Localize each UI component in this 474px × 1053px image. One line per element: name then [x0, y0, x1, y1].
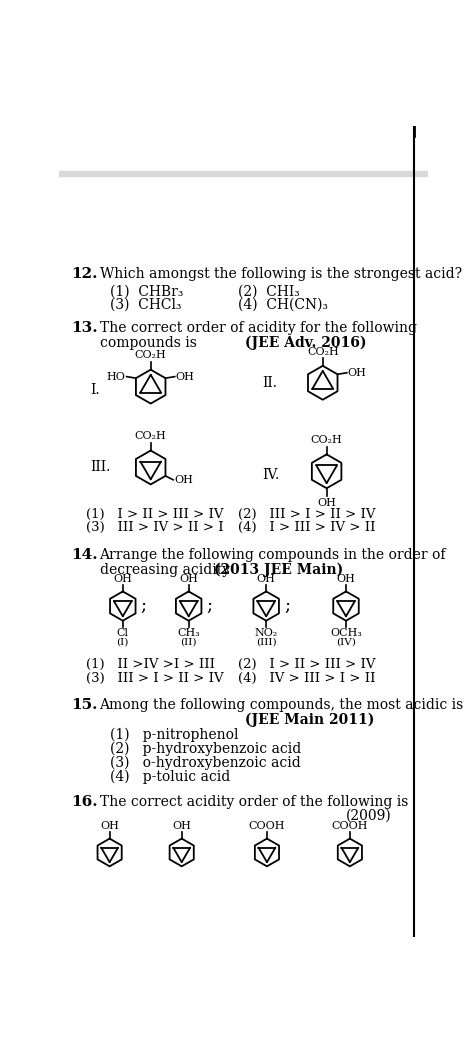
- Text: 16.: 16.: [71, 795, 98, 809]
- Text: (2)  CHI₃: (2) CHI₃: [237, 284, 299, 298]
- Text: I.: I.: [90, 383, 100, 397]
- Text: (3)  CHCl₃: (3) CHCl₃: [109, 298, 181, 312]
- Text: Arrange the following compounds in the order of: Arrange the following compounds in the o…: [100, 549, 446, 562]
- Text: Which amongst the following is the strongest acid?: Which amongst the following is the stron…: [100, 267, 462, 281]
- Text: OH: OH: [179, 574, 198, 583]
- Text: II.: II.: [262, 376, 277, 390]
- Text: (2009): (2009): [346, 809, 392, 822]
- Text: The correct order of acidity for the following: The correct order of acidity for the fol…: [100, 321, 417, 335]
- Text: (IV): (IV): [336, 638, 356, 647]
- Text: CO₂H: CO₂H: [135, 351, 166, 360]
- Text: CO₂H: CO₂H: [135, 432, 166, 441]
- Text: (4)  CH(CN)₃: (4) CH(CN)₃: [237, 298, 328, 312]
- Text: OH: OH: [257, 574, 275, 583]
- Text: HO: HO: [106, 372, 125, 381]
- Text: OH: OH: [172, 821, 191, 831]
- Text: (4)   I > III > IV > II: (4) I > III > IV > II: [237, 521, 375, 534]
- Text: (1)   p-nitrophenol: (1) p-nitrophenol: [109, 728, 238, 742]
- Text: OH: OH: [175, 372, 194, 381]
- Text: IV.: IV.: [262, 469, 280, 482]
- Text: (3)   o-hydroxybenzoic acid: (3) o-hydroxybenzoic acid: [109, 755, 301, 770]
- Text: OH: OH: [317, 497, 336, 508]
- Text: OH: OH: [100, 821, 119, 831]
- Text: (2)   I > II > III > IV: (2) I > II > III > IV: [237, 658, 375, 671]
- Text: CO₂H: CO₂H: [311, 435, 343, 445]
- Text: (3)   III > IV > II > I: (3) III > IV > II > I: [86, 521, 224, 534]
- Text: III.: III.: [90, 460, 110, 475]
- Text: NO₂: NO₂: [255, 629, 278, 638]
- Text: (2)   p-hydroxybenzoic acid: (2) p-hydroxybenzoic acid: [109, 741, 301, 756]
- Text: ;: ;: [284, 597, 290, 615]
- Text: OH: OH: [347, 367, 366, 378]
- Text: compounds is: compounds is: [100, 336, 196, 350]
- Text: (1)  CHBr₃: (1) CHBr₃: [109, 284, 183, 298]
- Text: Among the following compounds, the most acidic is: Among the following compounds, the most …: [100, 698, 464, 713]
- Text: ;: ;: [207, 597, 213, 615]
- Text: (2013 JEE Main): (2013 JEE Main): [214, 563, 344, 577]
- Text: OH: OH: [113, 574, 132, 583]
- Text: Cl: Cl: [117, 629, 129, 638]
- Text: 15.: 15.: [71, 698, 97, 713]
- Text: (1)   I > II > III > IV: (1) I > II > III > IV: [86, 508, 224, 520]
- Text: COOH: COOH: [249, 821, 285, 831]
- Text: CO₂H: CO₂H: [307, 346, 338, 357]
- Text: The correct acidity order of the following is: The correct acidity order of the followi…: [100, 795, 408, 809]
- Text: (3)   III > I > II > IV: (3) III > I > II > IV: [86, 672, 224, 684]
- Text: 14.: 14.: [71, 549, 98, 562]
- Text: 12.: 12.: [71, 267, 97, 281]
- Text: OH: OH: [337, 574, 356, 583]
- Text: OCH₃: OCH₃: [330, 629, 362, 638]
- Text: (4)   IV > III > I > II: (4) IV > III > I > II: [237, 672, 375, 684]
- Text: (III): (III): [256, 638, 276, 647]
- Text: ;: ;: [141, 597, 147, 615]
- Text: (4)   p-toluic acid: (4) p-toluic acid: [109, 770, 230, 783]
- Text: (2)   III > I > II > IV: (2) III > I > II > IV: [237, 508, 375, 520]
- Text: decreasing acidity: decreasing acidity: [100, 563, 230, 577]
- Text: CH₃: CH₃: [177, 629, 200, 638]
- Text: COOH: COOH: [332, 821, 368, 831]
- Text: (II): (II): [181, 638, 197, 647]
- Text: (I): (I): [117, 638, 129, 647]
- Text: (1)   II >IV >I > III: (1) II >IV >I > III: [86, 658, 215, 671]
- Text: 13.: 13.: [71, 321, 98, 335]
- Text: (JEE Main 2011): (JEE Main 2011): [245, 713, 374, 728]
- Text: OH: OH: [174, 475, 193, 484]
- Text: (JEE Adv. 2016): (JEE Adv. 2016): [245, 336, 367, 351]
